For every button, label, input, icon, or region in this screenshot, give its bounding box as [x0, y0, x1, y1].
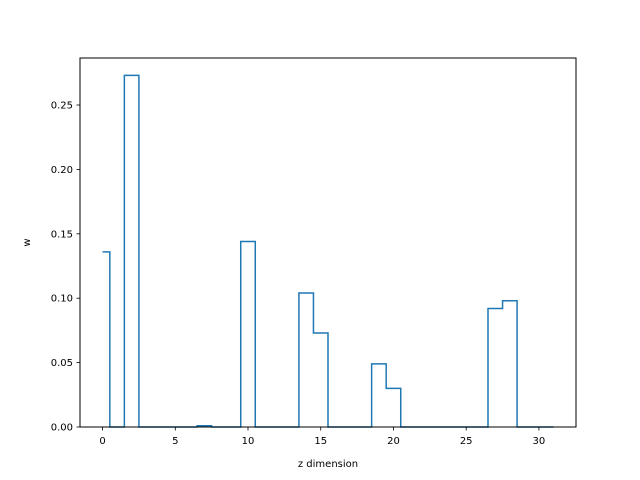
x-tick-label: 15 [314, 436, 327, 447]
x-axis: 0 5 10 15 20 25 30 [99, 427, 545, 447]
x-tick-label: 0 [99, 436, 105, 447]
x-tick-label: 5 [172, 436, 178, 447]
x-tick-label: 25 [460, 436, 473, 447]
y-axis-label: w [22, 238, 33, 246]
y-tick-label: 0.00 [51, 423, 73, 434]
y-tick-label: 0.15 [51, 229, 73, 240]
y-axis: 0.00 0.05 0.10 0.15 0.20 0.25 [51, 101, 80, 434]
y-tick-label: 0.20 [51, 165, 73, 176]
y-tick-label: 0.25 [51, 101, 73, 112]
axes-frame [79, 57, 577, 428]
y-tick-label: 0.05 [51, 358, 73, 369]
x-tick-label: 30 [533, 436, 546, 447]
x-tick-label: 20 [387, 436, 400, 447]
x-tick-label: 10 [242, 436, 255, 447]
x-axis-label: z dimension [298, 459, 358, 470]
y-tick-label: 0.10 [51, 294, 73, 305]
